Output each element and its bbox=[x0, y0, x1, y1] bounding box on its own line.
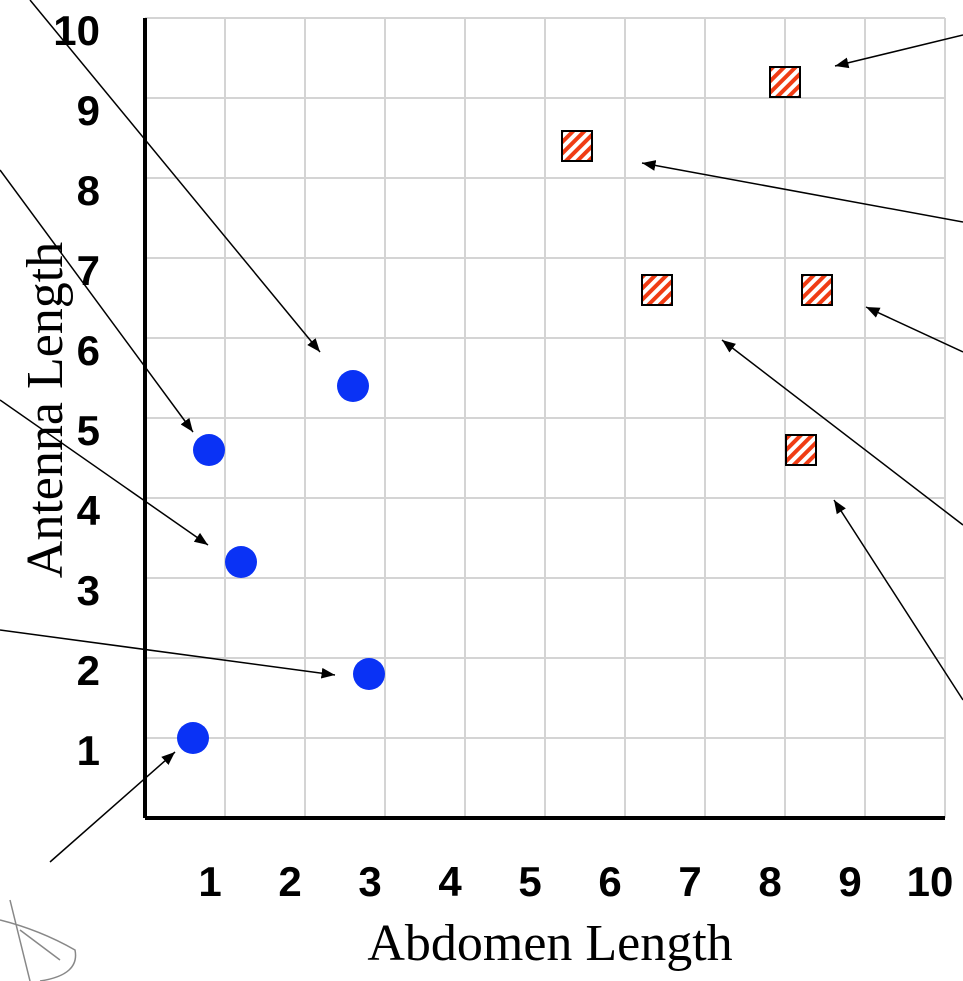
x-tick-label: 3 bbox=[358, 858, 381, 905]
point bbox=[641, 274, 673, 306]
arrow bbox=[49, 751, 176, 863]
y-tick-label: 2 bbox=[77, 647, 100, 694]
y-tick-label: 4 bbox=[77, 487, 101, 534]
y-tick-label: 7 bbox=[77, 247, 100, 294]
y-tick-label: 9 bbox=[77, 87, 100, 134]
x-tick-label: 8 bbox=[758, 858, 781, 905]
y-tick-label: 5 bbox=[77, 407, 100, 454]
y-axis-title: Antenna Length bbox=[17, 242, 74, 578]
x-tick-label: 4 bbox=[438, 858, 462, 905]
point bbox=[193, 434, 225, 466]
y-tick-label: 10 bbox=[53, 7, 100, 54]
x-tick-label: 7 bbox=[678, 858, 701, 905]
annotation-arrows bbox=[0, 0, 963, 863]
y-tick-label: 1 bbox=[77, 727, 100, 774]
arrow bbox=[0, 169, 194, 433]
y-tick-label: 3 bbox=[77, 567, 100, 614]
point bbox=[769, 66, 801, 98]
x-tick-label: 5 bbox=[518, 858, 541, 905]
point bbox=[785, 434, 817, 466]
x-axis-title: Abdomen Length bbox=[367, 915, 732, 972]
point bbox=[353, 658, 385, 690]
arrow bbox=[0, 629, 336, 679]
marks bbox=[177, 66, 833, 754]
arrow bbox=[865, 306, 963, 353]
arrow bbox=[29, 0, 321, 353]
point bbox=[801, 274, 833, 306]
point bbox=[225, 546, 257, 578]
x-tick-label: 6 bbox=[598, 858, 621, 905]
x-tick-label: 9 bbox=[838, 858, 861, 905]
arrow bbox=[834, 34, 963, 69]
arrow bbox=[833, 499, 963, 701]
insect-icon bbox=[0, 899, 77, 981]
arrow bbox=[0, 399, 209, 546]
y-tick-label: 8 bbox=[77, 167, 100, 214]
point bbox=[177, 722, 209, 754]
arrow bbox=[721, 339, 963, 526]
x-tick-label: 1 bbox=[198, 858, 221, 905]
arrow bbox=[641, 160, 963, 223]
point bbox=[337, 370, 369, 402]
grid bbox=[145, 17, 946, 818]
x-tick-label: 2 bbox=[278, 858, 301, 905]
x-tick-label: 10 bbox=[907, 858, 954, 905]
y-tick-label: 6 bbox=[77, 327, 100, 374]
point bbox=[561, 130, 593, 162]
